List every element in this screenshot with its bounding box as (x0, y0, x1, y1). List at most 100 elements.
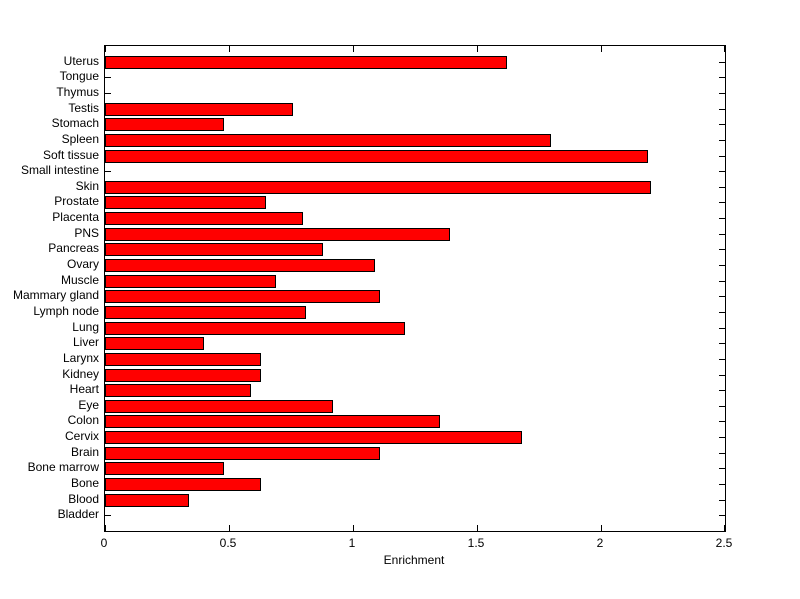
y-tick-label-heart: Heart (69, 382, 99, 396)
y-tick-right-placenta (719, 218, 725, 219)
y-tick-right-mammary-gland (719, 296, 725, 297)
y-tick-label-liver: Liver (72, 335, 99, 349)
y-tick-label-muscle: Muscle (60, 273, 99, 287)
bar-testis (105, 103, 293, 116)
x-tick-label-2-5: 2.5 (715, 536, 733, 550)
x-tick-bottom-2-5 (724, 525, 725, 531)
y-tick-label-placenta: Placenta (52, 210, 99, 224)
x-tick-top-0 (105, 46, 106, 52)
y-tick-label-thymus: Thymus (56, 85, 99, 99)
y-tick-right-pns (719, 234, 725, 235)
y-tick-label-eye: Eye (78, 398, 99, 412)
y-tick-right-tongue (719, 77, 725, 78)
y-tick-right-spleen (719, 140, 725, 141)
x-tick-bottom-2 (601, 525, 602, 531)
bar-colon (105, 415, 440, 428)
bar-bone (105, 478, 261, 491)
x-tick-label-2: 2 (596, 536, 604, 550)
y-tick-label-colon: Colon (67, 413, 99, 427)
x-tick-label-0-5: 0.5 (219, 536, 237, 550)
y-tick-label-ovary: Ovary (66, 257, 99, 271)
bar-kidney (105, 369, 261, 382)
y-tick-label-prostate: Prostate (54, 194, 99, 208)
y-tick-right-uterus (719, 62, 725, 63)
x-tick-bottom-1 (353, 525, 354, 531)
y-tick-right-liver (719, 343, 725, 344)
bar-soft-tissue (105, 150, 648, 163)
x-tick-top-2 (601, 46, 602, 52)
x-tick-bottom-0 (105, 525, 106, 531)
y-tick-right-brain (719, 453, 725, 454)
y-tick-label-spleen: Spleen (61, 132, 99, 146)
y-tick-label-pancreas: Pancreas (48, 241, 99, 255)
y-tick-label-bladder: Bladder (57, 507, 99, 521)
y-tick-label-pns: PNS (74, 226, 99, 240)
y-tick-right-kidney (719, 375, 725, 376)
plot-area (104, 45, 726, 532)
y-tick-right-prostate (719, 202, 725, 203)
bar-mammary-gland (105, 290, 380, 303)
bar-bone-marrow (105, 462, 224, 475)
y-tick-right-thymus (719, 93, 725, 94)
y-tick-label-lung: Lung (72, 320, 99, 334)
y-tick-left-small-intestine (105, 171, 111, 172)
y-tick-right-eye (719, 406, 725, 407)
y-tick-label-bone-marrow: Bone marrow (27, 460, 99, 474)
x-tick-top-1-5 (477, 46, 478, 52)
bar-pancreas (105, 243, 323, 256)
y-tick-right-stomach (719, 124, 725, 125)
y-tick-right-lymph-node (719, 312, 725, 313)
y-tick-right-pancreas (719, 249, 725, 250)
bar-blood (105, 494, 189, 507)
y-tick-label-brain: Brain (70, 445, 99, 459)
bar-skin (105, 181, 651, 194)
bar-prostate (105, 196, 266, 209)
x-tick-top-0-5 (229, 46, 230, 52)
bar-spleen (105, 134, 551, 147)
x-tick-label-1-5: 1.5 (467, 536, 485, 550)
y-tick-label-tongue: Tongue (59, 69, 99, 83)
y-tick-label-uterus: Uterus (63, 54, 99, 68)
y-tick-label-lymph-node: Lymph node (33, 304, 99, 318)
y-tick-right-ovary (719, 265, 725, 266)
y-tick-right-soft-tissue (719, 156, 725, 157)
y-tick-left-tongue (105, 77, 111, 78)
bar-muscle (105, 275, 276, 288)
y-tick-right-muscle (719, 281, 725, 282)
x-tick-label-1: 1 (348, 536, 356, 550)
y-tick-right-lung (719, 328, 725, 329)
x-tick-bottom-1-5 (477, 525, 478, 531)
y-tick-label-mammary-gland: Mammary gland (12, 288, 99, 302)
y-tick-left-bladder (105, 515, 111, 516)
bar-brain (105, 447, 380, 460)
y-tick-right-bone (719, 484, 725, 485)
y-tick-right-testis (719, 109, 725, 110)
bar-larynx (105, 353, 261, 366)
y-tick-right-bone-marrow (719, 468, 725, 469)
x-tick-label-0: 0 (100, 536, 108, 550)
y-tick-label-stomach: Stomach (51, 116, 99, 130)
x-tick-top-2-5 (724, 46, 725, 52)
y-tick-right-larynx (719, 359, 725, 360)
x-axis-title: Enrichment (383, 553, 445, 567)
bar-heart (105, 384, 251, 397)
bar-cervix (105, 431, 522, 444)
y-tick-label-skin: Skin (75, 179, 99, 193)
bar-pns (105, 228, 450, 241)
bar-liver (105, 337, 204, 350)
y-tick-label-kidney: Kidney (62, 367, 99, 381)
x-tick-top-1 (353, 46, 354, 52)
y-tick-right-skin (719, 187, 725, 188)
y-tick-right-bladder (719, 515, 725, 516)
y-tick-label-soft-tissue: Soft tissue (42, 148, 99, 162)
bar-ovary (105, 259, 375, 272)
y-tick-left-thymus (105, 93, 111, 94)
y-tick-right-small-intestine (719, 171, 725, 172)
y-tick-label-cervix: Cervix (64, 429, 99, 443)
y-tick-label-bone: Bone (70, 476, 99, 490)
y-tick-label-testis: Testis (68, 101, 99, 115)
y-tick-label-small-intestine: Small intestine (20, 163, 99, 177)
bar-lymph-node (105, 306, 306, 319)
bar-stomach (105, 118, 224, 131)
